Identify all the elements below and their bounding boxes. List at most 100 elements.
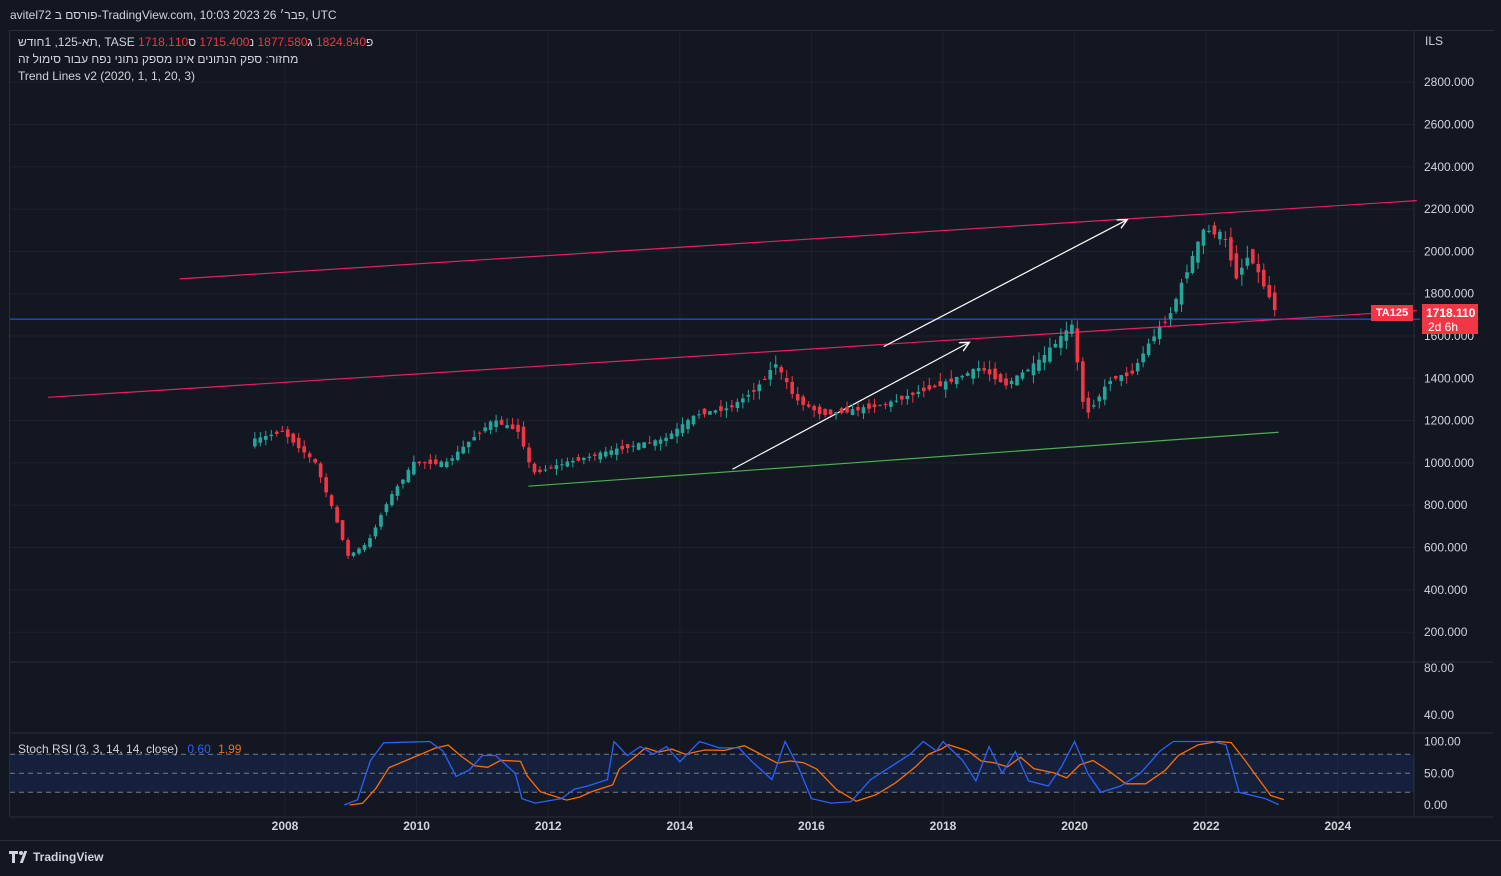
candle-body <box>587 456 592 458</box>
candle-body <box>598 452 603 460</box>
candle-body <box>379 515 383 527</box>
candle-body <box>1009 380 1014 385</box>
candle-body <box>773 364 778 368</box>
candle-body <box>1086 397 1091 413</box>
stoch-axis-label: 100.00 <box>1424 735 1461 749</box>
candle-body <box>406 469 411 483</box>
indicator-legend[interactable]: Trend Lines v2 (2020, 1, 1, 20, 3) <box>18 69 195 83</box>
candle-body <box>461 446 466 454</box>
candle-body <box>285 429 290 437</box>
low-label: נ <box>249 35 255 49</box>
candle-body <box>697 414 701 416</box>
candle-body <box>724 408 729 411</box>
price-axis-label: 1800.000 <box>1424 287 1474 301</box>
candle-body <box>302 446 306 453</box>
candle-body <box>987 369 992 375</box>
middle-channel-line <box>48 310 1417 398</box>
candle-body <box>1179 282 1184 305</box>
candle-body <box>779 367 784 373</box>
chart-pane[interactable] <box>9 30 1494 817</box>
candle-body <box>1272 292 1277 311</box>
candle-body <box>719 406 723 411</box>
time-axis-label: 2022 <box>1193 819 1220 833</box>
time-axis-label: 2014 <box>666 819 693 833</box>
candle-body <box>998 374 1003 383</box>
candle-body <box>433 459 438 464</box>
candle-body <box>762 379 767 381</box>
candle-body <box>1190 255 1195 273</box>
candle-body <box>554 465 559 470</box>
price-axis-label: 2600.000 <box>1424 118 1474 132</box>
candle-body <box>900 395 904 400</box>
candle-body <box>834 412 838 415</box>
candle-body <box>790 381 795 394</box>
grid <box>10 30 1414 817</box>
candle-body <box>1064 330 1069 341</box>
price-axis-label: 1400.000 <box>1424 371 1474 385</box>
candle-body <box>872 404 877 408</box>
candle-body <box>269 434 274 437</box>
candle-body <box>494 420 498 428</box>
candle-body <box>510 424 515 430</box>
candle-body <box>702 408 707 415</box>
candle-body <box>1108 381 1113 385</box>
tradingview-logo[interactable]: TradingView <box>9 850 103 864</box>
candle-body <box>954 377 959 385</box>
candle-body <box>631 445 635 447</box>
arrow-2 <box>883 220 1127 348</box>
candle-body <box>412 461 416 475</box>
brand-name: TradingView <box>33 850 104 864</box>
candle-body <box>532 463 537 473</box>
candle-body <box>686 419 690 430</box>
stoch-k-value: 0.60 <box>187 742 211 756</box>
trend-lines <box>48 200 1417 487</box>
candle-body <box>527 447 531 463</box>
candle-body <box>483 427 487 432</box>
open-value: 1824.840 <box>315 35 367 49</box>
candle-body <box>839 408 844 413</box>
candle-body <box>357 548 361 554</box>
candle-body <box>916 391 921 394</box>
time-axis-label: 2024 <box>1324 819 1351 833</box>
symbol-legend[interactable]: תא-125, 1חודש, TASE פ1824.840 ג1877.580 … <box>18 35 373 49</box>
price-axis-label: 600.000 <box>1424 541 1468 555</box>
symbol-line: תא-125, 1חודש, TASE <box>18 35 135 49</box>
candle-body <box>642 442 646 449</box>
candle-body <box>1157 326 1162 340</box>
publish-header: avitel72 פורסם ב-TradingView.com, 10:03 … <box>0 0 1501 30</box>
candle-body <box>428 459 433 464</box>
candle-body <box>1102 386 1107 400</box>
candle-body <box>1207 230 1211 232</box>
candle-body <box>280 430 285 432</box>
candle-body <box>264 435 268 440</box>
candle-body <box>960 375 964 378</box>
candle-body <box>1163 321 1167 323</box>
candle-body <box>1119 375 1124 381</box>
price-axis-label: 1000.000 <box>1424 456 1474 470</box>
candle-body <box>335 506 339 523</box>
candle-body <box>466 441 471 448</box>
stoch-axis-label: 0.00 <box>1424 798 1448 812</box>
bar-countdown: 2d 6h <box>1428 320 1459 334</box>
candle-body <box>1042 355 1047 363</box>
candle-body <box>1113 375 1118 379</box>
candle-body <box>499 419 504 425</box>
candle-body <box>675 428 679 437</box>
candle-body <box>713 410 718 413</box>
price-axis-label: 2400.000 <box>1424 160 1474 174</box>
stoch-legend[interactable]: Stoch RSI (3, 3, 14, 14, close) 0.60 1.9… <box>18 742 241 756</box>
candle-body <box>477 432 482 434</box>
candle-body <box>1229 237 1233 261</box>
candle-body <box>971 369 975 379</box>
currency-label[interactable]: ILS <box>1425 34 1444 48</box>
candle-body <box>1201 229 1206 246</box>
candle-body <box>571 460 575 463</box>
candle-body <box>691 415 696 425</box>
price-axis-label: 2000.000 <box>1424 244 1474 258</box>
candle-body <box>812 405 816 411</box>
volume-legend: מחזור: ספק הנתונים אינו מספק נתוני נפח ע… <box>18 52 299 66</box>
candle-body <box>801 396 805 405</box>
candle-body <box>576 457 581 461</box>
candle-body <box>439 461 444 468</box>
